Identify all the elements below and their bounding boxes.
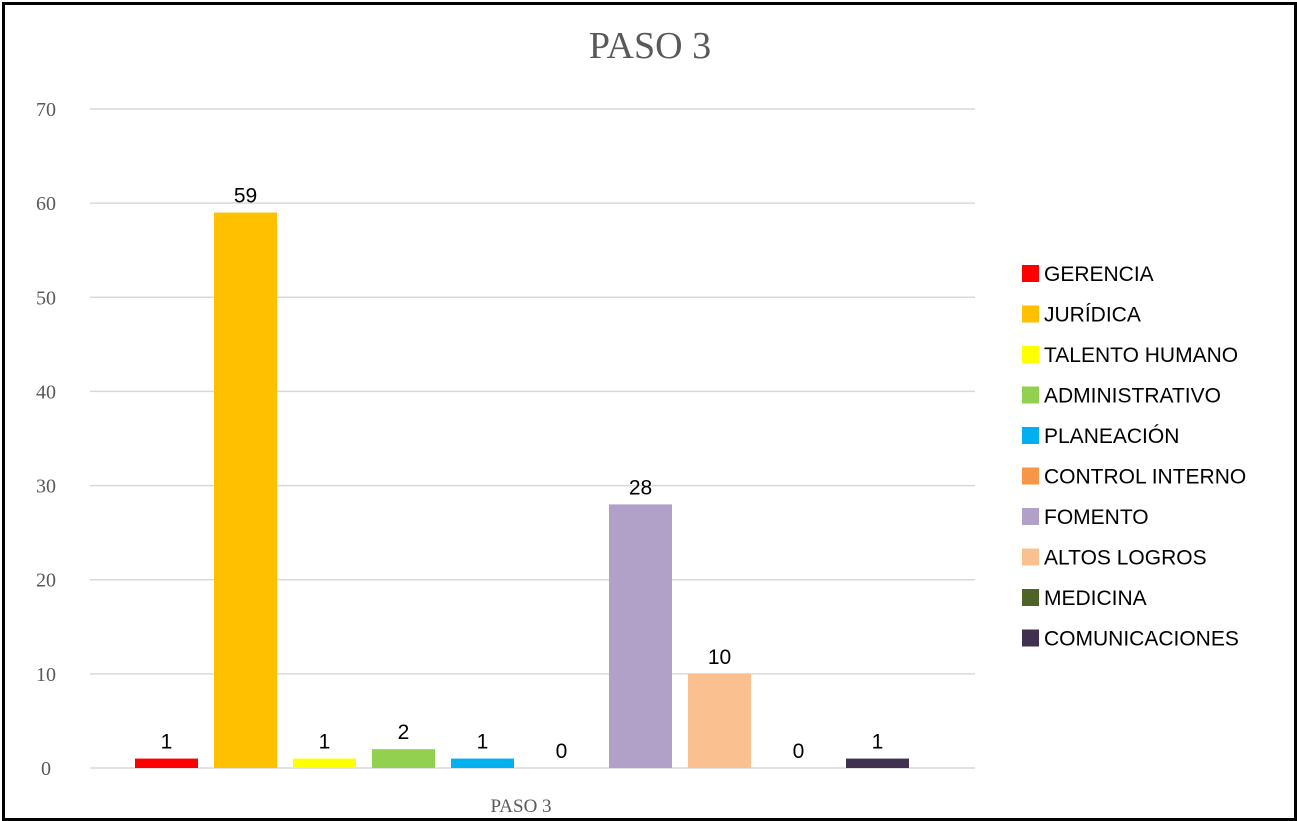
legend-item: COMUNICACIONES [1022,628,1239,651]
legend-label: ADMINISTRATIVO [1044,385,1221,408]
chart-title: PASO 3 [589,25,711,67]
legend-item: FOMENTO [1022,506,1149,529]
data-label: 2 [398,721,410,744]
x-category-label: PASO 3 [490,796,551,817]
data-label: 59 [234,185,257,208]
y-tick-label: 40 [36,381,56,403]
data-label: 1 [319,731,331,754]
legend-swatch [1022,346,1039,363]
legend-swatch [1022,265,1039,282]
data-label: 0 [556,740,568,763]
legend-label: JURÍDICA [1044,304,1141,327]
data-label: 28 [629,476,652,499]
legend-item: MEDICINA [1022,587,1147,610]
y-tick-label: 0 [41,758,51,780]
legend-label: COMUNICACIONES [1044,628,1239,651]
legend-swatch [1022,305,1039,323]
data-label: 1 [477,731,489,754]
legend-item: ALTOS LOGROS [1022,547,1207,570]
bar-planeación [451,758,514,768]
legend-swatch [1022,427,1039,444]
bar-fomento [609,504,672,768]
legend-label: MEDICINA [1044,587,1147,610]
legend-swatch [1022,589,1039,606]
legend-label: TALENTO HUMANO [1044,344,1238,367]
bar-administrativo [372,749,435,768]
legend-label: CONTROL INTERNO [1044,466,1246,489]
legend-label: ALTOS LOGROS [1044,547,1207,570]
y-tick-label: 20 [36,570,56,592]
legend: GERENCIA JURÍDICA TALENTO HUMANO ADMINISTRA… [1022,263,1246,651]
legend-swatch [1022,508,1039,525]
bar-gerencia [135,758,198,768]
legend-item: GERENCIA [1022,263,1154,286]
data-label: 0 [793,740,805,763]
bar-altos-logros [688,673,751,768]
data-label: 1 [161,731,173,754]
y-tick-label: 60 [36,193,56,215]
legend-swatch [1022,386,1039,404]
y-tick-label: 10 [36,664,56,686]
legend-label: FOMENTO [1044,506,1149,529]
bar-talento-humano [293,758,356,768]
legend-item: TALENTO HUMANO [1022,344,1238,367]
y-tick-label: 70 [36,99,56,121]
data-label: 1 [872,731,884,754]
y-tick-labels: 0 10 20 30 40 50 60 70 [36,99,56,780]
legend-label: GERENCIA [1044,263,1154,286]
legend-item: CONTROL INTERNO [1022,466,1246,489]
legend-label: PLANEACIÓN [1044,425,1179,448]
y-tick-label: 50 [36,287,56,309]
legend-item: PLANEACIÓN [1022,425,1179,448]
data-label: 10 [708,646,731,669]
legend-swatch [1022,467,1039,485]
legend-item: ADMINISTRATIVO [1022,385,1221,408]
bar-jurídica [214,212,277,769]
legend-swatch [1022,548,1039,566]
bars [135,212,909,769]
bar-comunicaciones [846,758,909,768]
legend-swatch [1022,629,1039,647]
y-tick-label: 30 [36,476,56,498]
legend-item: JURÍDICA [1022,304,1141,327]
